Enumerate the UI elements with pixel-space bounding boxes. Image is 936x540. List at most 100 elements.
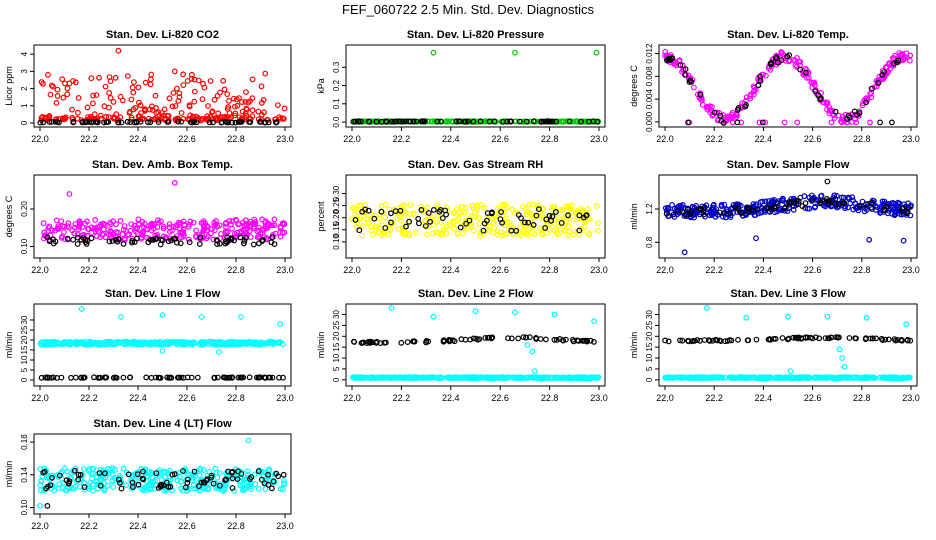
data-point — [222, 220, 229, 227]
data-point — [150, 222, 157, 229]
data-point — [232, 340, 239, 347]
data-point — [472, 208, 479, 215]
x-tick-label: 22.0 — [343, 393, 361, 403]
data-point — [70, 236, 76, 243]
data-point — [551, 311, 558, 318]
data-point — [86, 466, 93, 473]
y-axis-label: ml/min — [629, 332, 639, 359]
data-point — [94, 481, 101, 488]
data-point — [552, 227, 558, 234]
data-point — [566, 232, 572, 239]
data-point — [135, 220, 142, 227]
data-point — [883, 64, 889, 71]
y-tick-label: 15 — [20, 345, 29, 354]
data-point — [262, 70, 269, 77]
data-point — [64, 85, 71, 92]
data-point — [464, 375, 471, 382]
data-point — [795, 198, 802, 205]
data-point — [220, 77, 227, 84]
y-tick-label: 0.012 — [645, 43, 654, 64]
data-point — [433, 219, 440, 226]
x-tick-label: 22.2 — [393, 134, 411, 144]
data-point — [195, 483, 202, 490]
data-point — [416, 220, 422, 227]
data-point — [166, 467, 173, 474]
data-point — [153, 470, 160, 477]
data-point — [79, 118, 86, 125]
x-tick-label: 22.0 — [656, 393, 674, 403]
data-point — [463, 220, 470, 227]
data-point — [827, 107, 834, 113]
x-tick-label: 22.0 — [31, 265, 49, 275]
data-point — [266, 374, 273, 381]
y-tick-label: 0.25 — [332, 197, 341, 213]
data-point — [160, 225, 167, 232]
x-tick-label: 22.8 — [227, 265, 245, 275]
series-all — [38, 47, 288, 124]
data-point — [430, 49, 437, 56]
data-point — [415, 215, 422, 222]
x-tick-label: 22.8 — [541, 134, 559, 144]
x-tick-label: 22.6 — [178, 393, 196, 403]
data-point — [834, 192, 840, 199]
y-axis-label: degrees C — [629, 65, 639, 107]
data-point — [165, 238, 172, 245]
x-tick-label: 22.0 — [343, 265, 361, 275]
data-point — [691, 84, 697, 91]
data-point — [465, 118, 471, 125]
data-point — [685, 72, 692, 79]
data-point — [525, 231, 532, 238]
data-point — [142, 226, 149, 233]
data-point — [211, 374, 218, 381]
y-tick-label: 0.10 — [332, 234, 341, 250]
data-point — [434, 202, 441, 208]
data-point — [101, 470, 108, 477]
data-point — [489, 209, 495, 216]
data-point — [239, 487, 246, 494]
data-point — [116, 480, 123, 486]
data-point — [903, 375, 910, 381]
data-point — [845, 112, 852, 119]
data-point — [696, 206, 703, 212]
data-point — [259, 476, 265, 483]
data-point — [679, 337, 686, 344]
data-point — [114, 229, 121, 236]
panel-3: Stan. Dev. Li-820 Temp. 22.0 22.2 22.4 22.6 2… — [629, 29, 920, 144]
data-point — [700, 374, 706, 381]
data-point — [222, 477, 229, 484]
data-point — [91, 111, 98, 118]
data-point — [109, 477, 116, 484]
data-point — [151, 116, 158, 123]
data-point — [822, 335, 829, 342]
data-point — [368, 374, 375, 381]
series-all — [662, 48, 914, 126]
data-point — [209, 115, 216, 122]
y-tick-label: 20 — [332, 331, 341, 340]
data-point — [751, 374, 758, 381]
data-point — [209, 108, 216, 115]
data-point — [718, 203, 725, 210]
data-point — [195, 77, 202, 84]
data-point — [585, 205, 591, 212]
plot-frame — [658, 303, 918, 387]
data-point — [379, 221, 385, 228]
data-point — [199, 96, 206, 103]
y-axis-label: ml/min — [4, 332, 14, 359]
data-point — [566, 118, 573, 125]
data-point — [765, 336, 772, 343]
data-point — [98, 115, 104, 122]
data-point — [269, 374, 276, 381]
data-point — [899, 51, 906, 57]
data-point — [42, 374, 49, 381]
data-point — [111, 115, 118, 122]
data-point — [254, 340, 260, 347]
data-point — [255, 108, 262, 115]
data-point — [198, 338, 205, 345]
data-point — [59, 76, 66, 83]
data-point — [398, 339, 405, 346]
data-point — [498, 232, 505, 239]
x-tick-label: 22.2 — [80, 393, 98, 403]
data-point — [832, 374, 839, 381]
data-point — [149, 236, 156, 243]
data-point — [186, 102, 193, 109]
